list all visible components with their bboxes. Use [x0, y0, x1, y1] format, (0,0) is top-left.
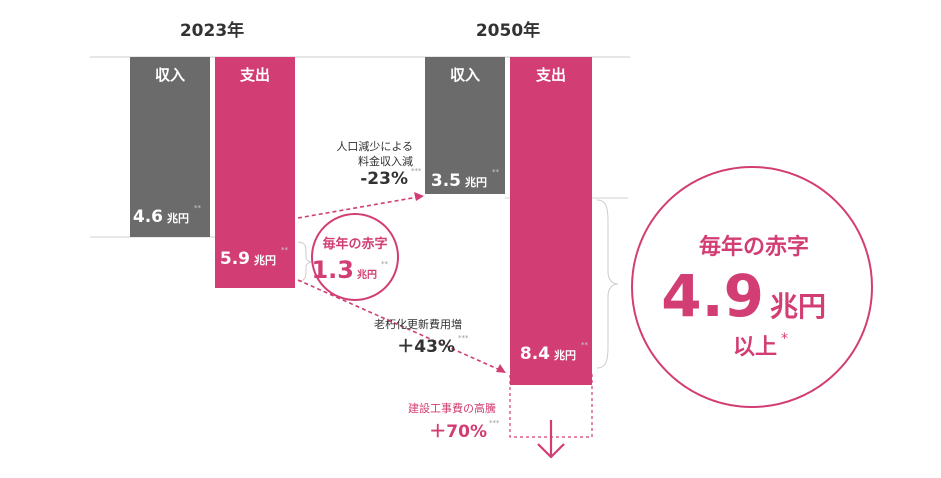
- bar-2050-income: [425, 57, 505, 194]
- footnote-mark: ***: [411, 167, 422, 175]
- year-label-2023: 2023年: [180, 20, 244, 41]
- deficit-head-2050: 毎年の赤字: [699, 234, 809, 260]
- value-label-2023-expense: 5.9: [220, 249, 250, 269]
- bar-label-2023-expense: 支出: [239, 66, 270, 84]
- deficit-suffix-2050: 以上: [733, 335, 777, 360]
- deficit-circle-2050: [631, 166, 873, 408]
- bracket-2023: [297, 241, 313, 282]
- annotation-revenue-change: -23%: [360, 169, 408, 189]
- deficit-value-2023: 1.3: [311, 256, 354, 284]
- footnote-mark: **: [194, 204, 202, 212]
- bar-2023-expense: [215, 57, 295, 288]
- footnote-mark: **: [492, 168, 500, 176]
- bar-label-2023-income: 収入: [155, 66, 185, 84]
- dashed-arrow-revenue: [297, 196, 419, 219]
- deficit-value-2050: 4.9: [661, 262, 764, 330]
- deficit-unit-2050: 兆円: [770, 290, 826, 323]
- annotation-revenue-line2: 料金収入減: [358, 154, 413, 168]
- annotation-revenue-line1: 人口減少による: [336, 139, 413, 153]
- bar-label-2050-income: 収入: [450, 66, 480, 84]
- annotation-renewal-line1: 老朽化更新費用増: [374, 317, 462, 331]
- bar-label-2050-expense: 支出: [535, 66, 566, 84]
- footnote-mark: **: [281, 246, 289, 254]
- value-label-2050-expense: 8.4: [520, 344, 550, 364]
- footnote-mark: ***: [489, 419, 500, 427]
- value-label-2050-income: 3.5: [431, 171, 461, 191]
- deficit-unit-2023: 兆円: [357, 268, 377, 281]
- arrowhead-expense: [496, 364, 506, 373]
- bracket-2050: [596, 199, 619, 369]
- annotation-construction-change: ＋70%: [429, 422, 487, 442]
- bar-2023-income: [130, 57, 210, 237]
- value-label-2023-income: 4.6: [133, 207, 163, 227]
- deficit-circle-2023: [311, 213, 399, 301]
- footnote-mark: **: [381, 260, 389, 268]
- footnote-mark: **: [581, 341, 589, 349]
- unit-label-2050-expense: 兆円: [554, 348, 576, 362]
- arrowhead-revenue: [414, 192, 424, 201]
- dashed-arrow-expense: [297, 279, 501, 371]
- unit-label-2023-expense: 兆円: [254, 253, 276, 267]
- deficit-footnote-2050: *: [781, 331, 788, 347]
- footnote-mark: ***: [458, 334, 469, 342]
- annotation-construction-line1: 建設工事費の高騰: [408, 401, 496, 415]
- bar-2050-expense: [510, 57, 592, 385]
- annotation-renewal-change: ＋43%: [397, 337, 455, 357]
- year-label-2050: 2050年: [476, 20, 540, 41]
- unit-label-2050-income: 兆円: [465, 175, 487, 189]
- unit-label-2023-income: 兆円: [167, 211, 189, 225]
- deficit-head-2023: 毎年の赤字: [322, 236, 387, 252]
- down-arrow-head: [537, 443, 565, 459]
